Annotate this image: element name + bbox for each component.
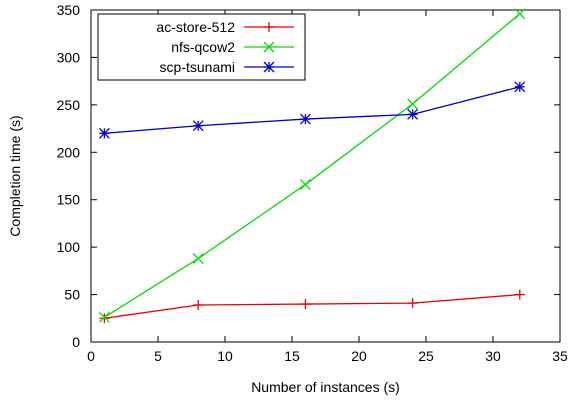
data-point bbox=[99, 313, 110, 324]
x-tick-label: 10 bbox=[217, 348, 233, 364]
data-point bbox=[299, 179, 311, 190]
legend-marker bbox=[264, 22, 274, 32]
series-line bbox=[104, 86, 520, 134]
data-point bbox=[407, 298, 418, 309]
y-tick-label: 350 bbox=[57, 2, 81, 18]
series-ac-store-512 bbox=[99, 289, 525, 324]
data-point bbox=[98, 127, 110, 139]
legend-label: ac-store-512 bbox=[156, 19, 235, 35]
x-tick-label: 20 bbox=[351, 348, 367, 364]
x-tick-label: 30 bbox=[485, 348, 501, 364]
y-tick-label: 250 bbox=[57, 97, 81, 113]
x-tick-label: 15 bbox=[284, 348, 300, 364]
y-tick-label: 50 bbox=[64, 287, 80, 303]
data-point bbox=[514, 8, 526, 20]
y-tick-label: 150 bbox=[57, 192, 81, 208]
data-point bbox=[407, 108, 419, 120]
x-axis-title: Number of instances (s) bbox=[251, 379, 400, 395]
data-point bbox=[299, 113, 311, 125]
series-layer bbox=[98, 8, 526, 324]
data-point bbox=[514, 81, 526, 93]
x-tick-label: 5 bbox=[154, 348, 162, 364]
legend-marker bbox=[263, 41, 275, 53]
series-nfs-qcow2 bbox=[98, 8, 526, 323]
legend-entry: ac-store-512 bbox=[156, 19, 294, 35]
data-point bbox=[192, 120, 204, 132]
legend: ac-store-512 nfs-qcow2 scp-tsunami bbox=[97, 13, 306, 81]
data-point bbox=[192, 253, 204, 264]
y-tick-label: 200 bbox=[57, 144, 81, 160]
series-scp-tsunami bbox=[98, 81, 526, 139]
data-point bbox=[193, 300, 204, 311]
data-point bbox=[514, 289, 525, 300]
legend-label: nfs-qcow2 bbox=[171, 39, 235, 55]
y-axis-title: Completion time (s) bbox=[7, 115, 23, 236]
series-line bbox=[104, 293, 520, 319]
y-tick-label: 0 bbox=[72, 334, 80, 350]
legend-label: scp-tsunami bbox=[160, 59, 235, 75]
data-point bbox=[407, 98, 419, 110]
plot-frame bbox=[90, 9, 561, 343]
data-point bbox=[98, 311, 110, 323]
x-tick-label: 35 bbox=[552, 348, 568, 364]
legend-entry: nfs-qcow2 bbox=[171, 39, 294, 55]
legend-entry: scp-tsunami bbox=[160, 59, 294, 75]
x-tick-label: 25 bbox=[418, 348, 434, 364]
data-point bbox=[300, 299, 311, 310]
legend-marker bbox=[263, 61, 275, 73]
y-tick-label: 300 bbox=[57, 49, 81, 65]
y-tick-label: 100 bbox=[57, 239, 81, 255]
x-tick-label: 0 bbox=[87, 348, 95, 364]
